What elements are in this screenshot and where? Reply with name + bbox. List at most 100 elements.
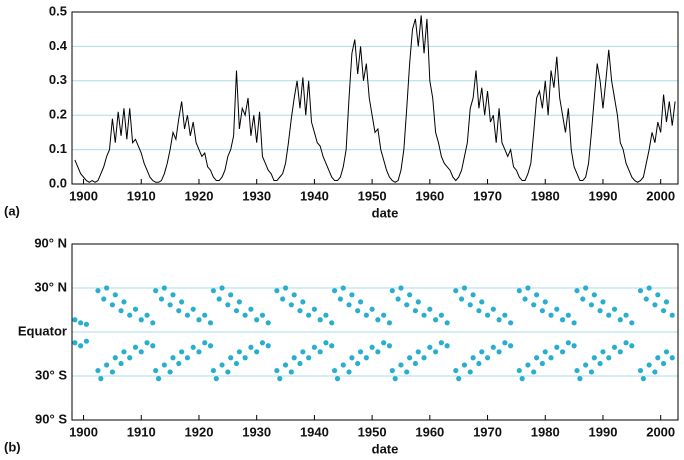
x-tick-label: 2000	[646, 424, 675, 439]
data-point	[248, 344, 254, 350]
data-point	[357, 299, 364, 305]
data-point	[522, 296, 528, 302]
data-point	[138, 317, 144, 323]
y-tick-label: 0.2	[49, 107, 67, 122]
x-tick-label: 1920	[185, 188, 214, 203]
data-point	[508, 320, 514, 326]
data-point	[415, 299, 421, 305]
data-point	[559, 349, 566, 355]
x-tick-label: 1940	[300, 188, 329, 203]
data-point	[144, 312, 150, 318]
data-point	[539, 360, 545, 367]
y-tick-label: 0.0	[49, 175, 67, 190]
data-point	[554, 344, 560, 350]
data-point	[248, 306, 254, 312]
data-point	[121, 299, 127, 305]
data-point	[629, 343, 635, 349]
data-point	[121, 349, 127, 355]
data-point	[291, 355, 297, 361]
data-point	[476, 308, 482, 314]
data-point	[334, 376, 341, 382]
x-tick-label: 1910	[127, 424, 156, 439]
data-point	[78, 343, 84, 349]
data-point	[534, 355, 540, 361]
data-point	[453, 367, 459, 374]
data-point	[213, 376, 219, 382]
plot-frame	[71, 11, 679, 185]
y-tick-label: 30° N	[34, 279, 67, 294]
data-point	[161, 362, 167, 368]
data-point	[184, 355, 191, 361]
data-point	[306, 312, 312, 318]
data-point	[329, 320, 335, 326]
data-point	[306, 355, 312, 361]
data-point	[629, 320, 635, 326]
data-point	[606, 355, 612, 361]
data-point	[470, 292, 476, 298]
data-point	[176, 308, 182, 314]
data-point	[346, 369, 352, 375]
data-point	[369, 306, 375, 312]
data-point	[421, 355, 427, 361]
data-point	[83, 321, 90, 327]
data-point	[112, 355, 118, 361]
data-point	[127, 312, 133, 318]
data-point	[300, 299, 306, 305]
data-point	[311, 306, 317, 312]
data-point	[404, 369, 410, 375]
data-point	[444, 343, 450, 349]
data-point	[571, 343, 577, 349]
data-point	[109, 302, 115, 308]
data-point	[233, 360, 240, 367]
data-point	[355, 308, 361, 314]
data-point	[242, 355, 248, 361]
x-tick-label: 2000	[646, 188, 675, 203]
data-point	[542, 349, 548, 355]
data-point	[516, 288, 522, 294]
data-point	[288, 302, 294, 308]
y-tick-label: 0.4	[49, 38, 68, 53]
y-tick-label: 0.5	[49, 3, 67, 18]
data-point	[225, 369, 231, 375]
x-tick-label: 1960	[415, 424, 444, 439]
data-point	[571, 320, 577, 326]
data-point	[78, 320, 84, 326]
data-point	[519, 376, 525, 382]
y-tick-label: 30° S	[35, 367, 67, 382]
x-tick-label: 1980	[531, 188, 560, 203]
data-point	[548, 312, 554, 318]
data-point	[104, 285, 110, 291]
data-line	[74, 15, 676, 183]
data-point	[167, 302, 173, 308]
data-point	[479, 349, 485, 355]
data-point	[381, 340, 387, 346]
data-point	[355, 360, 361, 367]
data-point	[611, 306, 618, 312]
data-point	[132, 306, 139, 312]
data-point	[637, 288, 644, 294]
data-point	[176, 360, 182, 367]
data-point	[583, 285, 589, 291]
data-point	[577, 376, 583, 382]
data-point	[369, 344, 375, 350]
data-point	[496, 349, 502, 355]
data-point	[375, 349, 381, 355]
data-point	[617, 317, 623, 323]
data-point	[179, 349, 185, 355]
data-point	[363, 355, 369, 361]
data-point	[216, 296, 222, 302]
data-point	[438, 340, 444, 346]
data-point	[170, 355, 176, 361]
data-point	[170, 292, 176, 298]
data-point	[580, 296, 586, 302]
data-point	[588, 369, 595, 375]
data-point	[669, 355, 675, 361]
data-point	[565, 312, 571, 318]
data-point	[646, 362, 652, 368]
data-point	[467, 302, 473, 308]
data-point	[637, 367, 644, 374]
data-point	[542, 299, 548, 305]
data-point	[655, 355, 661, 361]
x-tick-label: 1970	[473, 188, 502, 203]
data-point	[660, 308, 667, 314]
